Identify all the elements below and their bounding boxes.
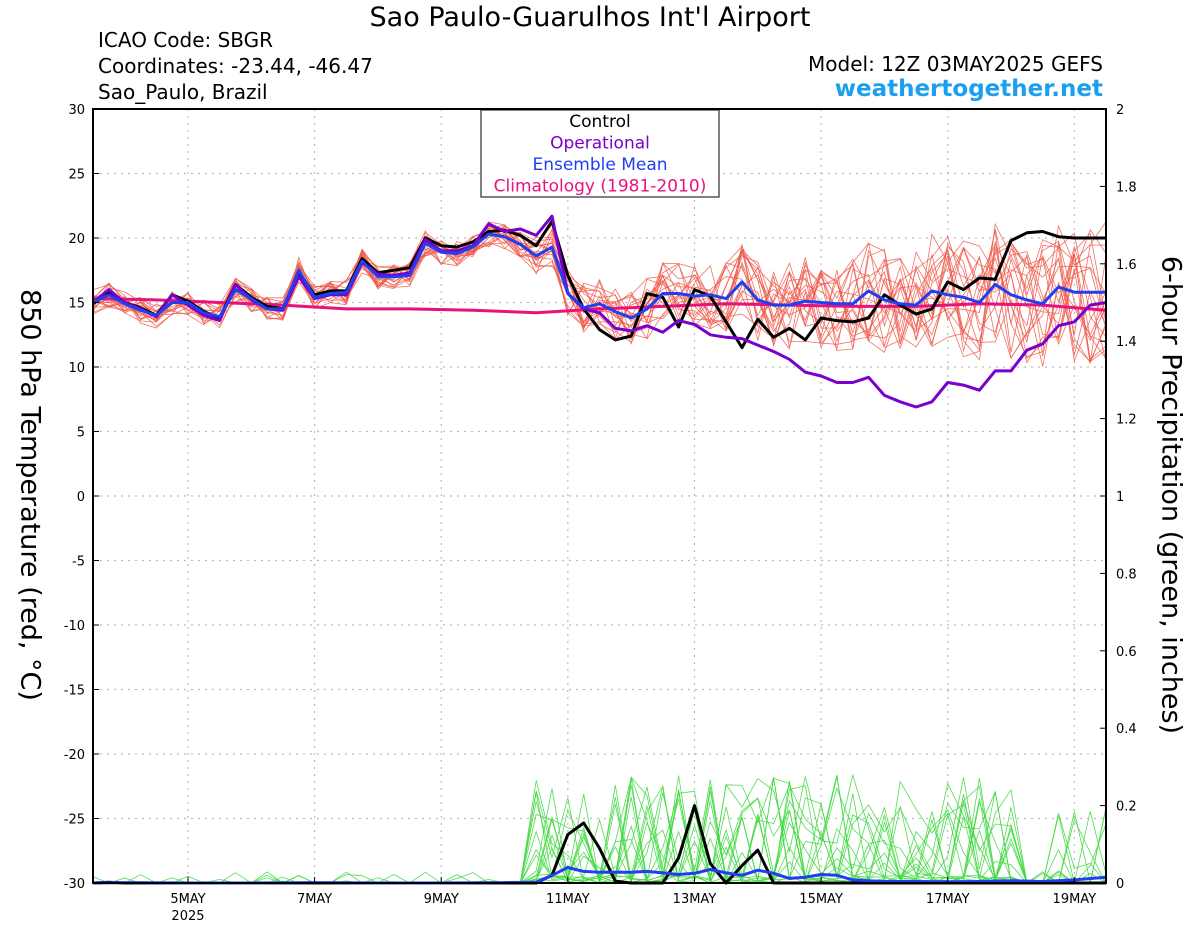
temp-member-line [92,232,1107,361]
y-right-tick-label: 0.8 [1116,567,1137,582]
y-left-tick-label: -25 [64,813,85,828]
precip-member-line [92,785,1107,884]
precip-member-line [93,776,1106,884]
x-tick-label: 5MAY [170,892,205,907]
x-tick-label: 11MAY [546,892,590,907]
temp-line-control [92,219,1106,350]
chart-title: Sao Paulo-Guarulhos Int'l Airport [369,2,811,33]
y-right-tick-label: 1 [1116,490,1124,505]
y-left-tick-label: -15 [64,684,85,699]
y-right-tick-label: 1.4 [1116,335,1137,350]
x-tick-label: 19MAY [1053,892,1097,907]
temp-member-line [92,226,1107,352]
legend-entry: Climatology (1981-2010) [494,177,707,197]
y-left-tick-label: 0 [77,490,85,505]
temp-line-ensemble-mean [92,232,1106,320]
icao-code: ICAO Code: SBGR [98,28,274,52]
x-tick-label: 15MAY [799,892,843,907]
location: Sao_Paulo, Brazil [98,80,268,104]
precip-member-line [93,776,1106,885]
x-tick-label: 17MAY [926,892,970,907]
y-left-tick-label: -5 [72,555,85,570]
y-left-tick-label: 20 [68,232,85,247]
x-tick-label: 9MAY [424,892,459,907]
precip-member-line [93,773,1107,884]
site-link[interactable]: weathertogether.net [834,76,1103,102]
precip-member-line [93,789,1106,884]
precip-member-line [93,777,1106,884]
y-left-tick-label: 25 [68,168,85,183]
y-right-tick-label: 2 [1116,103,1124,118]
precip-member-line [93,777,1107,884]
x-tick-sublabel: 2025 [171,909,204,924]
precip-member-line [93,786,1106,884]
station-info: ICAO Code: SBGR Coordinates: -23.44, -46… [98,27,373,105]
x-tick-label: 13MAY [673,892,717,907]
y-right-tick-label: 0.2 [1116,800,1137,815]
y-left-tick-label: -10 [64,619,85,634]
y-left-tick-label: 5 [77,426,85,441]
y-right-tick-label: 1.2 [1116,413,1137,428]
y-right-tick-label: 1.6 [1116,258,1137,273]
legend-box [480,109,720,198]
y-right-tick-label: 0.6 [1116,645,1137,660]
coordinates: Coordinates: -23.44, -46.47 [98,54,373,78]
y-left-tick-label: -30 [64,877,85,892]
precip-member-line [93,776,1107,884]
y-left-tick-label: -20 [64,748,85,763]
precip-member-line [93,785,1107,884]
legend-entry: Operational [550,134,650,154]
y-right-tick-label: 0.4 [1116,722,1137,737]
precip-member-line [93,778,1107,884]
precip-member-line [93,784,1106,884]
y-left-tick-label: 15 [68,297,85,312]
model-info: Model: 12Z 03MAY2025 GEFS [808,52,1103,76]
y-right-tick-label: 0 [1116,877,1124,892]
y-left-tick-label: 30 [68,103,85,118]
legend-entry: Control [569,112,630,132]
x-tick-label: 7MAY [297,892,332,907]
precip-member-line [93,774,1106,884]
y-left-tick-label: 10 [68,361,85,376]
y-right-tick-label: 1.8 [1116,180,1137,195]
legend-entry: Ensemble Mean [532,155,667,175]
